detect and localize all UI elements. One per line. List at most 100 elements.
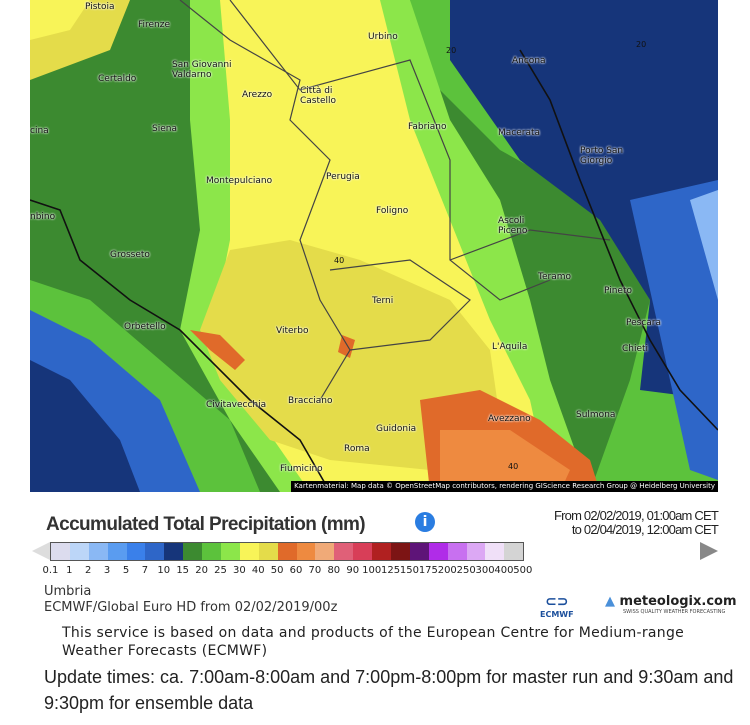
ecmwf-logo[interactable]: ⊂⊃ ECMWF (540, 594, 574, 619)
tick-label: 400 (494, 565, 514, 576)
city-label: L'Aquila (492, 342, 528, 352)
city-label: Urbino (368, 32, 398, 42)
color-swatch (258, 543, 278, 560)
tick-label: 30 (232, 565, 246, 576)
tick-label: 200 (437, 565, 457, 576)
color-swatch (69, 543, 89, 560)
city-label: Terni (372, 296, 394, 306)
city-label: Perugia (326, 172, 360, 182)
tick-label: 125 (381, 565, 401, 576)
info-icon[interactable]: i (415, 512, 435, 532)
color-swatch (183, 543, 203, 560)
color-swatch (221, 543, 240, 560)
tick-label: 300 (475, 565, 495, 576)
city-label: Foligno (376, 206, 409, 216)
city-label: Fabriano (408, 122, 447, 132)
forecast-period: From 02/02/2019, 01:00am CET to 02/04/20… (553, 508, 719, 537)
city-label: Teramo (538, 272, 571, 282)
contour-label: 40 (508, 462, 519, 471)
city-label: Firenze (138, 20, 171, 30)
color-swatch (428, 543, 448, 560)
city-label: Certaldo (98, 74, 137, 84)
tick-label: 175 (418, 565, 438, 576)
color-swatch (334, 543, 354, 560)
city-label: Siena (152, 124, 177, 134)
city-label: Guidonia (376, 424, 417, 434)
tick-label: 500 (513, 565, 533, 576)
city-label: Bracciano (288, 396, 333, 406)
city-label: Civitavecchia (206, 400, 267, 410)
color-swatch (145, 543, 165, 560)
contour-label: 20 (446, 46, 457, 55)
color-swatch (504, 543, 524, 560)
tick-label: 1 (66, 565, 73, 576)
color-scale-ticks: 0.1 1 2 3 5 7 10 15 20 25 30 40 50 60 70 80 90 100 125 150 1… (41, 565, 532, 576)
period-from: From 02/02/2019, 01:00am CET (553, 508, 719, 523)
color-swatch (296, 543, 316, 560)
meteologix-logo[interactable]: ▲ meteologix.com SWISS QUALITY WEATHER FO… (605, 594, 737, 615)
city-label: Pistoia (85, 2, 115, 12)
tick-label: 15 (176, 565, 190, 576)
meteologix-name: meteologix.com (619, 594, 737, 609)
city-label: San Giovanni Valdarno (172, 60, 232, 80)
contour-label: 40 (334, 256, 345, 265)
tick-label: 2 (85, 565, 92, 576)
city-label: Porto San Giorgio (580, 146, 624, 166)
city-label: Orbetello (124, 322, 166, 332)
tick-label: 60 (289, 565, 303, 576)
tick-label: 80 (327, 565, 341, 576)
color-swatch (391, 543, 410, 560)
color-swatch (466, 543, 486, 560)
tick-label: 25 (214, 565, 227, 576)
color-swatch (409, 543, 429, 560)
city-label: Sulmona (576, 410, 616, 420)
update-times: Update times: ca. 7:00am-8:00am and 7:00… (44, 667, 734, 713)
tick-label: 5 (122, 565, 130, 576)
city-label: Avezzano (488, 414, 531, 424)
tick-label: 100 (362, 565, 382, 576)
tick-label: 3 (103, 565, 111, 576)
color-swatch (202, 543, 222, 560)
city-label: Pineto (604, 286, 633, 296)
tick-label: 7 (141, 565, 149, 576)
map-attribution: Kartenmaterial: Map data © OpenStreetMap… (291, 481, 718, 492)
color-swatch (372, 543, 392, 560)
color-swatch (107, 543, 127, 560)
disclaimer: This service is based on data and produc… (62, 625, 685, 659)
color-swatch (485, 543, 505, 560)
city-label: Roma (344, 444, 370, 454)
model-run: ECMWF/Global Euro HD from 02/02/2019/00z (44, 600, 338, 615)
precip-field (30, 0, 718, 492)
tick-label: 90 (346, 565, 360, 576)
legend-arrow-high (700, 542, 718, 560)
city-label: Città di Castello (300, 86, 337, 106)
color-scale-bar (50, 542, 525, 561)
mountain-icon: ▲ (605, 594, 615, 609)
tick-label: 50 (270, 565, 284, 576)
tick-label: 250 (456, 565, 476, 576)
contour-label: 20 (636, 40, 647, 49)
tick-label: 10 (157, 565, 171, 576)
color-swatch (447, 543, 467, 560)
legend-arrow-low (32, 542, 50, 560)
color-swatch (51, 543, 70, 560)
tick-label: 150 (399, 565, 420, 576)
city-label: cina (30, 126, 49, 136)
color-swatch (239, 543, 259, 560)
color-swatch (88, 543, 108, 560)
tick-label: 40 (251, 565, 265, 576)
precipitation-map[interactable]: Pistoia Firenze Urbino Ancona Certaldo S… (30, 0, 718, 492)
city-label: nbino (30, 212, 56, 222)
city-label: Montepulciano (206, 176, 273, 186)
color-swatch (315, 543, 335, 560)
tick-label: 20 (195, 565, 208, 576)
color-swatch (164, 543, 184, 560)
city-label: Ancona (512, 56, 546, 66)
tick-label: 0.1 (42, 565, 59, 576)
meteologix-tagline: SWISS QUALITY WEATHER FORECASTING (623, 609, 726, 615)
color-swatch (126, 543, 146, 560)
period-to: to 02/04/2019, 12:00am CET (571, 522, 719, 537)
tick-label: 70 (308, 565, 322, 576)
city-label: Fiumicino (280, 464, 323, 474)
legend-title: Accumulated Total Precipitation (mm) (46, 514, 366, 535)
